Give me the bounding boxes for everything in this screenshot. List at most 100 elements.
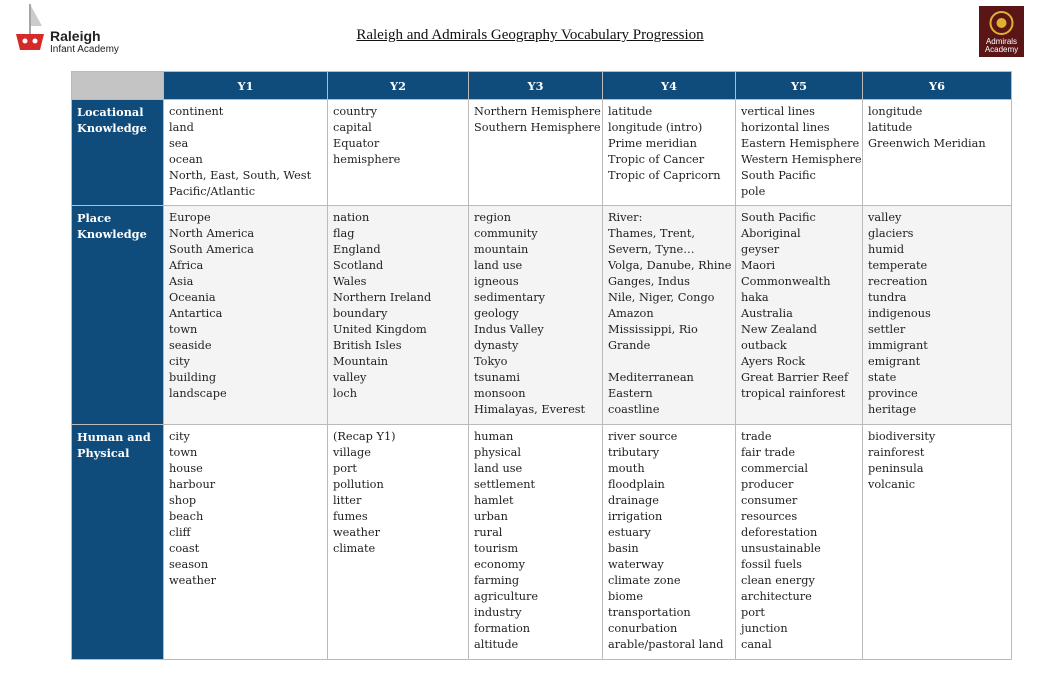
vocab-term: Ganges, Indus [608,275,690,288]
vocab-term: pollution [333,478,384,491]
vocab-term: Northern Hemisphere [474,105,601,118]
table-cell: latitude longitude (intro) Prime meridian T… [602,99,736,206]
vocab-term: country [333,105,378,118]
vocab-term: fair trade [741,446,796,459]
vocab-term: Mountain [333,355,389,368]
paragraph: region community mountain land use igneous se… [474,210,597,418]
vocab-term: architecture [741,590,812,603]
vocab-term: biome [608,590,644,603]
vocab-term: nation [333,211,370,224]
vocab-term: seaside [169,339,212,352]
logo-name: Admirals [985,37,1018,46]
vocab-term: town [169,446,198,459]
row-label: Locational Knowledge [71,99,164,206]
vocab-term: North, East, South, West [169,169,312,182]
vocab-term: mouth [608,462,645,475]
vocab-term: Nile, Niger, Congo [608,291,715,304]
vocab-term: Mississippi, Rio [608,323,698,336]
paragraph: Northern Hemisphere Southern Hemisphere [474,104,601,136]
vocab-term: transportation [608,606,691,619]
table-cell: trade fair trade commercial producer consume… [735,424,863,660]
boat-icon [16,4,44,50]
vocab-term: sea [169,137,189,150]
vocab-term: state [868,371,897,384]
vocab-term: cliff [169,526,191,539]
table-cell: biodiversity rainforest peninsula volcanic [862,424,1012,660]
vocab-term: indigenous [868,307,931,320]
vocab-term: Amazon [608,307,654,320]
column-header: Y4 [602,71,736,100]
vocab-term: settlement [474,478,536,491]
vocab-term: settler [868,323,906,336]
vocab-term: Southern Hemisphere [474,121,601,134]
vocab-term: junction [741,622,788,635]
vocab-term: season [169,558,209,571]
vocab-term: Oceania [169,291,216,304]
vocab-term: Commonwealth [741,275,831,288]
vocab-term: North America [169,227,255,240]
vocab-term: New Zealand [741,323,817,336]
vocab-term: heritage [868,403,917,416]
vocab-term: temperate [868,259,928,272]
table-cell: valley glaciers humid temperate recreation tu… [862,205,1012,425]
vocab-term: South America [169,243,254,256]
vocab-term: Tokyo [474,355,508,368]
vocab-term: land use [474,462,523,475]
vocab-term: human [474,430,514,443]
vocab-term: peninsula [868,462,924,475]
vocab-term: commercial [741,462,808,475]
column-header: Y5 [735,71,863,100]
vocab-term: climate [333,542,376,555]
vocab-term: volcanic [868,478,916,491]
vocab-term: floodplain [608,478,665,491]
vocab-term: weather [333,526,380,539]
logo-subtitle: Academy [984,45,1019,54]
paragraph: vertical lines horizontal lines Eastern He… [741,104,862,200]
vocab-term: beach [169,510,204,523]
paragraph: South Pacific Aboriginal geyser Maori Common… [741,210,857,402]
column-header: Y6 [862,71,1012,100]
vocab-term: conurbation [608,622,678,635]
vocab-term: United Kingdom [333,323,427,336]
vocab-term: England [333,243,381,256]
vocab-term: town [169,323,198,336]
vocab-term: village [333,446,371,459]
vocab-term: agriculture [474,590,539,603]
vocab-term: igneous [474,275,519,288]
vocab-term: Mediterranean [608,371,694,384]
vocab-term: latitude [868,121,913,134]
vocab-term: River: [608,211,643,224]
column-header: Y2 [327,71,469,100]
vocab-term: Northern Ireland [333,291,432,304]
header-row: Y1 Y2 Y3 Y4 Y5 Y6 [71,71,1012,100]
vocab-term: harbour [169,478,216,491]
vocab-term: South Pacific [741,211,816,224]
vocab-term: valley [333,371,367,384]
vocab-term: Western Hemisphere [741,153,862,166]
paragraph: city town house harbour shop beach cliff coast s… [169,429,322,589]
vocab-term: unsustainable [741,542,821,555]
table-cell: River: Thames, Trent, Severn, Tyne… Volga, … [602,205,736,425]
vocab-term: ocean [169,153,203,166]
vocab-term: longitude [868,105,923,118]
vocab-term: urban [474,510,508,523]
vocab-term: Eastern [608,387,653,400]
paragraph: human physical land use settlement hamlet urb… [474,429,597,653]
vocab-term: tributary [608,446,660,459]
vocab-term: tourism [474,542,519,555]
vocab-term: land use [474,259,523,272]
vocab-term: consumer [741,494,798,507]
vocab-term: Volga, Danube, Rhine [608,259,732,272]
vocab-term: haka [741,291,769,304]
table-cell: human physical land use settlement hamlet urb… [468,424,603,660]
vocab-term: region [474,211,512,224]
vocab-term: Grande [608,339,651,352]
vocab-term: Tropic of Cancer [608,153,705,166]
vocab-term: flag [333,227,355,240]
vocab-term: Indus Valley [474,323,544,336]
vocab-term: hamlet [474,494,514,507]
table-cell: South Pacific Aboriginal geyser Maori Common… [735,205,863,425]
vocab-term: industry [474,606,522,619]
table-cell: continent land sea ocean North, East, South,… [163,99,328,206]
vocab-term: loch [333,387,358,400]
